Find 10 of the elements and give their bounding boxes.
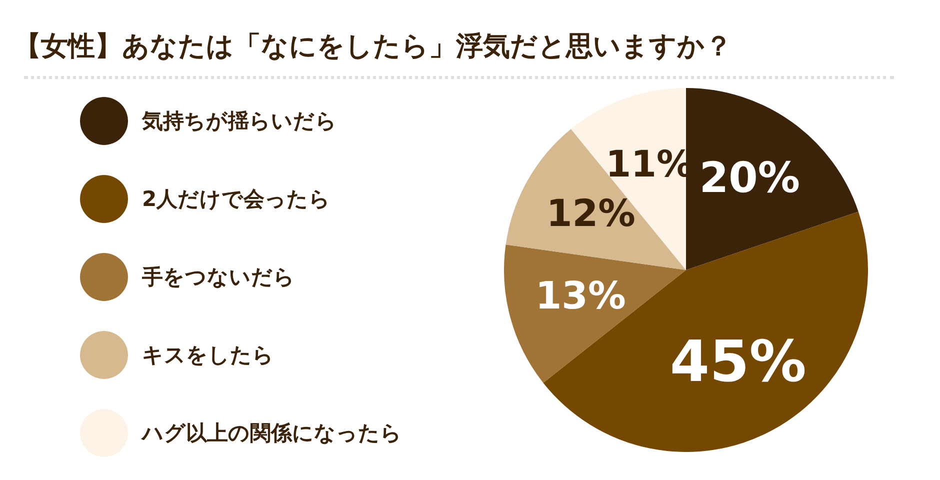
legend-label: 2人だけで会ったら: [142, 186, 331, 213]
legend-label: キスをしたら: [142, 342, 274, 369]
chart-title: 【女性】あなたは「なにをしたら」浮気だと思いますか？: [14, 30, 732, 64]
data-label: 45%: [670, 328, 806, 395]
legend-label: 手をつないだら: [142, 264, 295, 291]
data-label: 20%: [699, 153, 800, 202]
data-label: 12%: [546, 191, 636, 236]
legend-label: 気持ちが揺らいだら: [142, 108, 337, 135]
data-label: 13%: [535, 273, 626, 318]
legend-label: ハグ以上の関係になったら: [142, 420, 402, 447]
